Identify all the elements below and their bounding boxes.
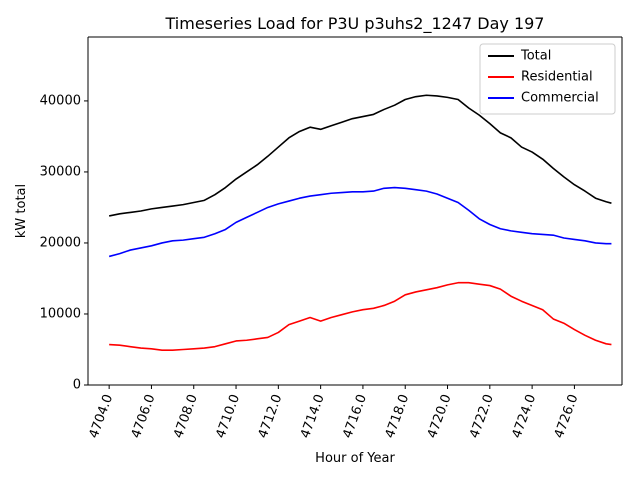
x-axis-label: Hour of Year bbox=[315, 451, 395, 466]
legend: Total Residential Commercial bbox=[479, 43, 616, 115]
series-layer bbox=[108, 94, 612, 352]
legend-label-total: Total bbox=[520, 49, 551, 64]
axes-layer bbox=[87, 36, 623, 386]
y-tick-label: 10000 bbox=[40, 306, 81, 321]
y-tick-label: 40000 bbox=[40, 93, 81, 108]
series-line-commercial bbox=[108, 186, 612, 258]
legend-box bbox=[479, 43, 616, 115]
series-line-residential bbox=[109, 281, 612, 352]
legend-label-residential: Residential bbox=[521, 70, 593, 85]
series-line-total bbox=[108, 94, 612, 217]
chart-title: Timeseries Load for P3U p3uhs2_1247 Day … bbox=[165, 14, 545, 34]
y-tick-label: 0 bbox=[73, 378, 81, 393]
legend-label-commercial: Commercial bbox=[521, 91, 599, 106]
y-tick-label: 30000 bbox=[40, 164, 81, 179]
y-tick-label: 20000 bbox=[40, 235, 81, 250]
y-axis-label: kW total bbox=[14, 184, 29, 238]
